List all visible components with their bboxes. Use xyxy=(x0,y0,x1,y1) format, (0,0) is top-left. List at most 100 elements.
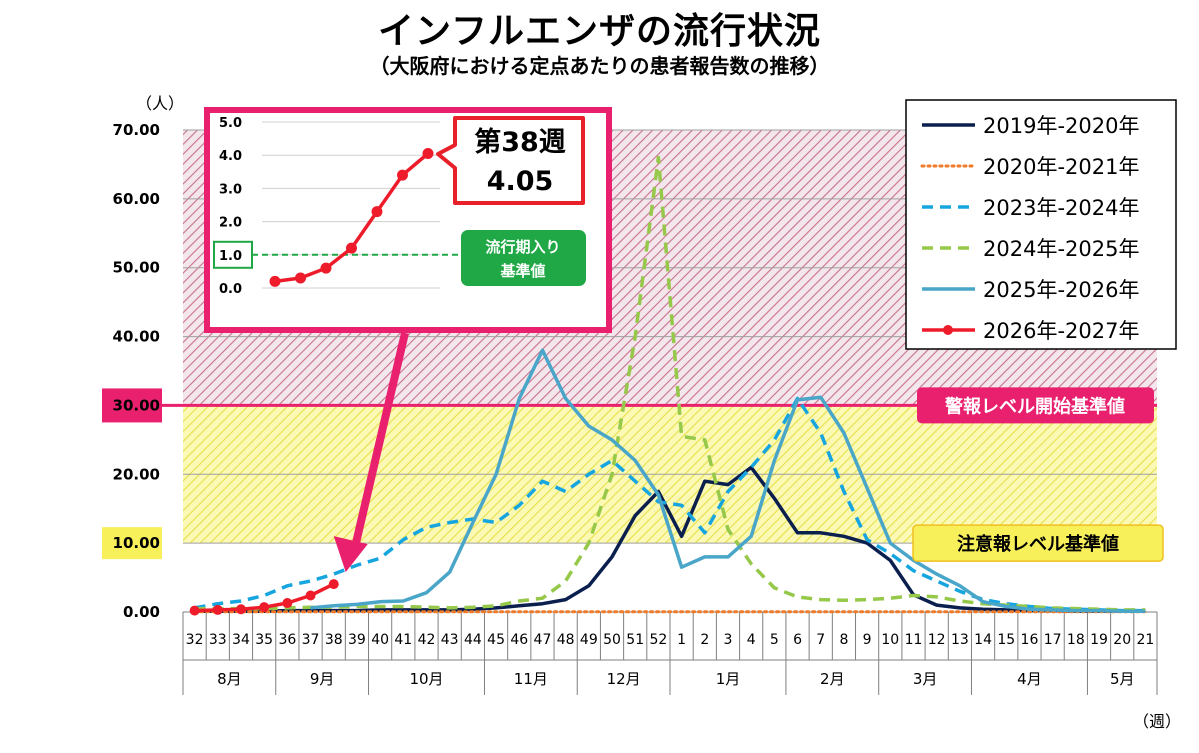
x-tick-label: 44 xyxy=(464,632,482,648)
x-tick-label: 9 xyxy=(863,632,872,648)
legend-label: 2019年-2020年 xyxy=(983,114,1139,138)
x-tick-label: 45 xyxy=(487,632,505,648)
series-point xyxy=(259,602,270,613)
x-tick-label: 47 xyxy=(534,632,552,648)
x-tick-label: 3 xyxy=(724,632,733,648)
month-label: 9月 xyxy=(310,670,335,688)
inset-baseline-label-box xyxy=(461,230,586,286)
x-tick-label: 6 xyxy=(793,632,802,648)
y-axis-unit: （人） xyxy=(136,94,185,113)
series-point xyxy=(235,604,246,615)
legend-box xyxy=(905,99,1177,350)
x-tick-label: 12 xyxy=(928,632,946,648)
x-tick-label: 38 xyxy=(325,632,343,648)
x-tick-label: 5 xyxy=(770,632,779,648)
y-tick-label: 70.00 xyxy=(113,121,160,139)
x-tick-label: 43 xyxy=(441,632,459,648)
x-tick-label: 18 xyxy=(1067,632,1085,648)
inset-y-tick-label: 3.0 xyxy=(219,182,242,197)
legend-label: 2026年-2027年 xyxy=(983,319,1139,343)
x-tick-label: 4 xyxy=(747,632,756,648)
callout-bubble xyxy=(436,116,585,205)
month-label: 5月 xyxy=(1110,670,1135,688)
inset-series-point xyxy=(346,242,357,254)
series-point xyxy=(212,604,223,615)
month-label: 11月 xyxy=(514,670,548,688)
month-label: 1月 xyxy=(716,670,741,688)
x-tick-label: 19 xyxy=(1090,632,1108,648)
legend-label: 2025年-2026年 xyxy=(983,278,1139,302)
month-label: 2月 xyxy=(820,670,845,688)
x-axis-unit: （週） xyxy=(1133,712,1182,731)
month-label: 8月 xyxy=(217,670,242,688)
legend-label: 2020年-2021年 xyxy=(983,155,1139,179)
y-tick-label: 0.00 xyxy=(123,603,160,621)
x-tick-label: 40 xyxy=(371,632,389,648)
callout-week: 第38週 xyxy=(474,126,566,158)
x-tick-label: 42 xyxy=(418,632,436,648)
x-tick-label: 7 xyxy=(816,632,825,648)
inset-y-tick-label: 4.0 xyxy=(219,149,242,164)
inset-baseline-label-line1: 流行期入り xyxy=(485,238,560,256)
pointer-arrow xyxy=(333,332,409,573)
y-tick-label: 50.00 xyxy=(113,259,160,277)
x-tick-label: 41 xyxy=(394,632,412,648)
inset-y-tick-label: 0.0 xyxy=(219,282,242,297)
pointer-arrow-head xyxy=(333,536,368,573)
caution-label-box xyxy=(912,524,1164,562)
series-point xyxy=(305,590,316,601)
x-tick-label: 17 xyxy=(1044,632,1062,648)
series-point xyxy=(282,598,293,609)
x-tick-label: 34 xyxy=(232,632,250,648)
inset-series-point xyxy=(320,262,332,274)
inset-baseline-label-line2: 基準値 xyxy=(499,262,545,280)
x-tick-label: 49 xyxy=(580,632,598,648)
x-tick-label: 33 xyxy=(209,632,227,648)
x-tick-label: 52 xyxy=(649,632,667,648)
x-tick-label: 46 xyxy=(510,632,528,648)
y-tick-label: 20.00 xyxy=(113,465,160,483)
inset-y-tick-label: 5.0 xyxy=(219,116,242,131)
month-label: 4月 xyxy=(1017,670,1042,688)
series-line xyxy=(310,348,1146,614)
x-tick-label: 50 xyxy=(603,632,621,648)
y-tick-label: 30.00 xyxy=(113,396,160,414)
callout-value: 4.05 xyxy=(487,166,554,197)
x-tick-label: 15 xyxy=(997,632,1015,648)
x-tick-label: 37 xyxy=(302,632,320,648)
x-tick-label: 10 xyxy=(881,632,899,648)
month-label: 12月 xyxy=(607,670,641,688)
y-tick-label: 40.00 xyxy=(113,328,160,346)
inset-y-tick-label: 1.0 xyxy=(219,249,242,264)
x-tick-label: 1 xyxy=(677,632,686,648)
x-tick-label: 21 xyxy=(1136,632,1154,648)
legend-label: 2024年-2025年 xyxy=(983,237,1139,261)
current-week-callout: 第38週 4.05 xyxy=(436,116,585,205)
inset-series-point xyxy=(371,206,383,218)
y-tick-label: 60.00 xyxy=(113,190,160,208)
x-tick-label: 20 xyxy=(1113,632,1131,648)
x-tick-label: 13 xyxy=(951,632,969,648)
caution-ytick-highlight xyxy=(102,527,162,560)
inset-series-point xyxy=(295,272,306,284)
inset-series-point xyxy=(269,275,281,287)
x-tick-label: 36 xyxy=(278,632,296,648)
inset-baseline-tick-box xyxy=(213,240,253,269)
month-label: 3月 xyxy=(913,670,938,688)
x-tick-label: 32 xyxy=(186,632,204,648)
legend-marker xyxy=(943,325,953,335)
x-tick-label: 48 xyxy=(557,632,575,648)
caution-label-text: 注意報レベル基準値 xyxy=(957,533,1119,555)
x-tick-label: 16 xyxy=(1021,632,1039,648)
caution-threshold-label: 注意報レベル基準値 xyxy=(912,524,1164,562)
month-label: 10月 xyxy=(409,670,443,688)
inset-series-point xyxy=(397,169,408,181)
alarm-label-box xyxy=(917,387,1154,424)
x-tick-label: 14 xyxy=(974,632,992,648)
x-tick-label: 39 xyxy=(348,632,366,648)
x-tick-label: 2 xyxy=(700,632,709,648)
series-point xyxy=(328,579,339,590)
inset-series-point xyxy=(422,148,434,160)
